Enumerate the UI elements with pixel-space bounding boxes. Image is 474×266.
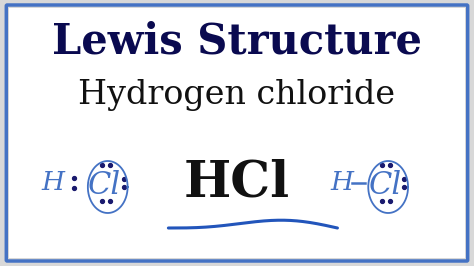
Text: H: H <box>330 171 353 196</box>
Text: HCl: HCl <box>184 159 290 207</box>
Text: Cl: Cl <box>88 171 121 202</box>
Text: H: H <box>42 171 64 196</box>
Text: Cl: Cl <box>369 171 402 202</box>
Text: Lewis Structure: Lewis Structure <box>52 21 422 63</box>
Text: Hydrogen chloride: Hydrogen chloride <box>78 79 396 111</box>
